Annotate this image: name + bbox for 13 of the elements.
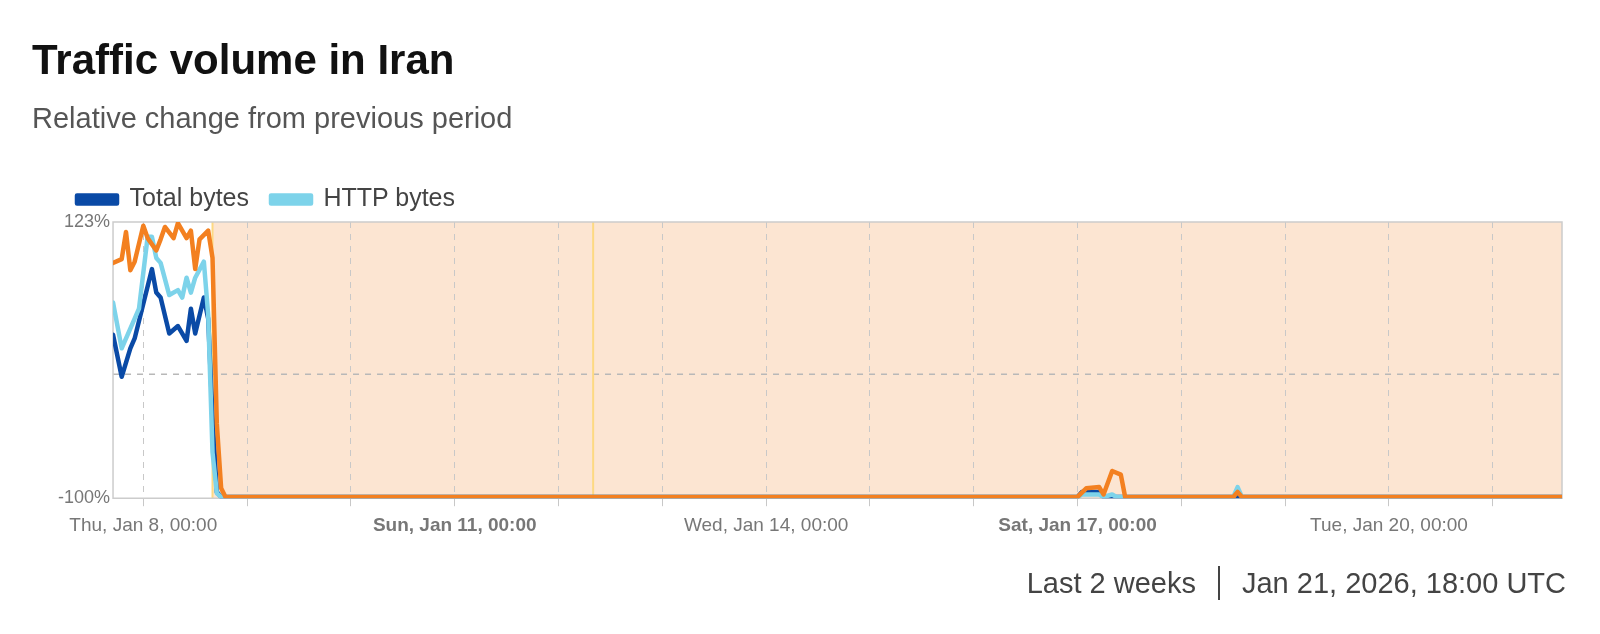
x-tick-label: Thu, Jan 8, 00:00 (69, 513, 218, 535)
x-tick-label: Tue, Jan 20, 00:00 (1310, 513, 1468, 535)
y-tick-label: 123% (63, 210, 111, 231)
legend-label: HTTP bytes (323, 183, 456, 212)
x-tick-label: Sun, Jan 11, 00:00 (372, 513, 537, 535)
chart-title: Traffic volume in Iran (32, 36, 455, 84)
text: Last 2 weeks (1026, 566, 1196, 600)
chart-subtitle: Relative change from previous period (32, 102, 513, 135)
x-tick-label: Wed, Jan 14, 00:00 (683, 513, 849, 535)
legend-label: Total bytes (129, 183, 250, 212)
x-tick-label: Sat, Jan 17, 00:00 (998, 513, 1157, 535)
text: Jan 21, 2026, 18:00 UTC (1241, 566, 1566, 600)
y-tick-label: -100% (58, 487, 111, 508)
